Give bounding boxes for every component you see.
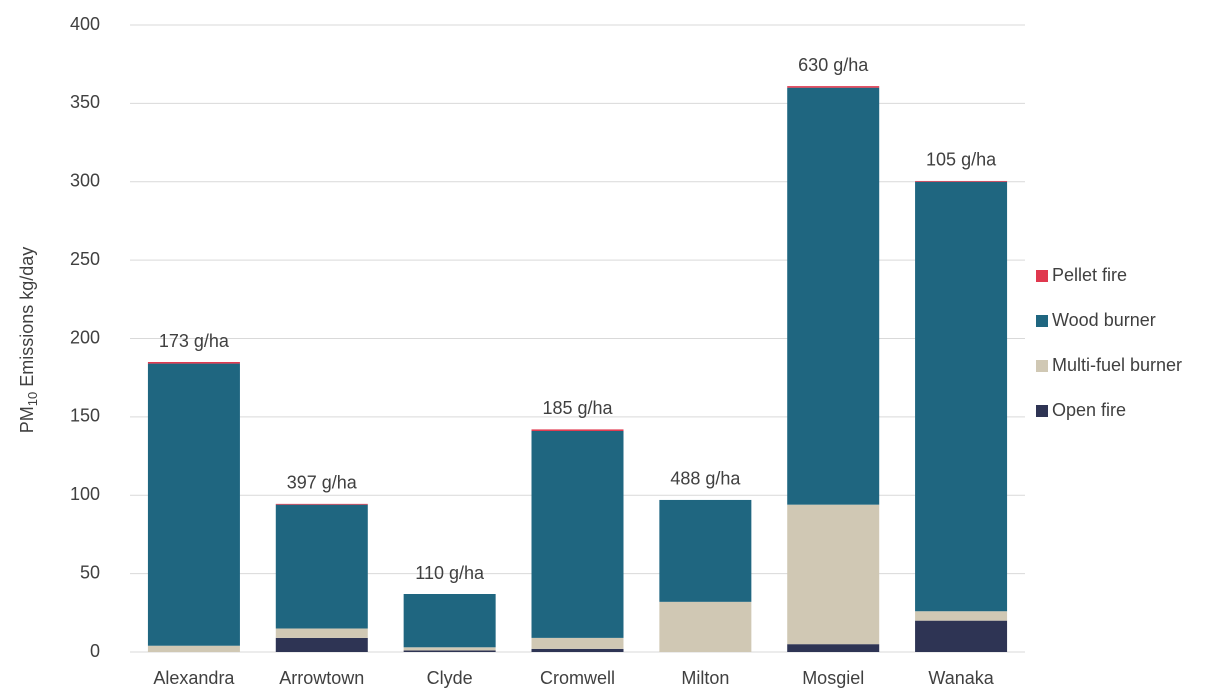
bar-segment (659, 499, 752, 602)
y-label-sub: 10 (25, 392, 40, 406)
y-tick-label: 50 (80, 562, 100, 582)
legend-swatch (1036, 405, 1048, 417)
bar-segment (659, 601, 752, 652)
bar-segment (275, 504, 368, 629)
bar-segment (147, 362, 240, 364)
legend-label: Open fire (1052, 400, 1126, 420)
y-tick-label: 150 (70, 406, 100, 426)
y-tick-label: 200 (70, 327, 100, 347)
bar-segment (787, 87, 880, 505)
y-tick-label: 350 (70, 92, 100, 112)
bar-segment (787, 644, 880, 652)
bar-annotation: 397 g/ha (287, 473, 358, 493)
x-tick-label: Alexandra (153, 668, 235, 688)
y-label-main: PM (17, 406, 37, 433)
bar-segment (403, 650, 496, 652)
legend-label: Multi-fuel burner (1052, 355, 1182, 375)
x-tick-label: Wanaka (928, 668, 994, 688)
legend-swatch (1036, 270, 1048, 282)
bar-segment (531, 648, 624, 652)
bar-annotation: 173 g/ha (159, 331, 230, 351)
bar-segment (915, 611, 1008, 621)
legend-swatch (1036, 360, 1048, 372)
x-tick-label: Mosgiel (802, 668, 864, 688)
bar-annotation: 488 g/ha (670, 469, 741, 489)
bar-annotation: 105 g/ha (926, 150, 997, 170)
x-tick-label: Cromwell (540, 668, 615, 688)
x-tick-label: Milton (681, 668, 729, 688)
bar-segment (275, 637, 368, 652)
bar-segment (403, 647, 496, 651)
legend-swatch (1036, 315, 1048, 327)
x-tick-label: Arrowtown (279, 668, 364, 688)
bar-segment (531, 429, 624, 431)
bar-annotation: 110 g/ha (415, 563, 485, 583)
bar-segment (275, 628, 368, 638)
y-axis-label: PM10 Emissions kg/day (17, 247, 41, 434)
bar-segment (915, 620, 1008, 652)
bar-annotation: 630 g/ha (798, 55, 869, 75)
bar-segment (147, 645, 240, 652)
y-tick-label: 100 (70, 484, 100, 504)
bar-segment (275, 503, 368, 505)
legend-label: Wood burner (1052, 310, 1156, 330)
y-tick-label: 0 (90, 641, 100, 661)
bar-segment (787, 504, 880, 645)
y-tick-label: 250 (70, 249, 100, 269)
bar-segment (531, 430, 624, 638)
bar-segment (147, 363, 240, 646)
x-tick-label: Clyde (427, 668, 473, 688)
bar-segment (915, 181, 1008, 612)
y-tick-label: 400 (70, 14, 100, 34)
bar-segment (787, 86, 880, 88)
bar-segment (403, 594, 496, 648)
legend-label: Pellet fire (1052, 265, 1127, 285)
bar-segment (531, 637, 624, 649)
y-label-rest: Emissions kg/day (17, 247, 37, 387)
bar-annotation: 185 g/ha (542, 398, 613, 418)
bar-segment (915, 180, 1008, 182)
y-tick-label: 300 (70, 171, 100, 191)
